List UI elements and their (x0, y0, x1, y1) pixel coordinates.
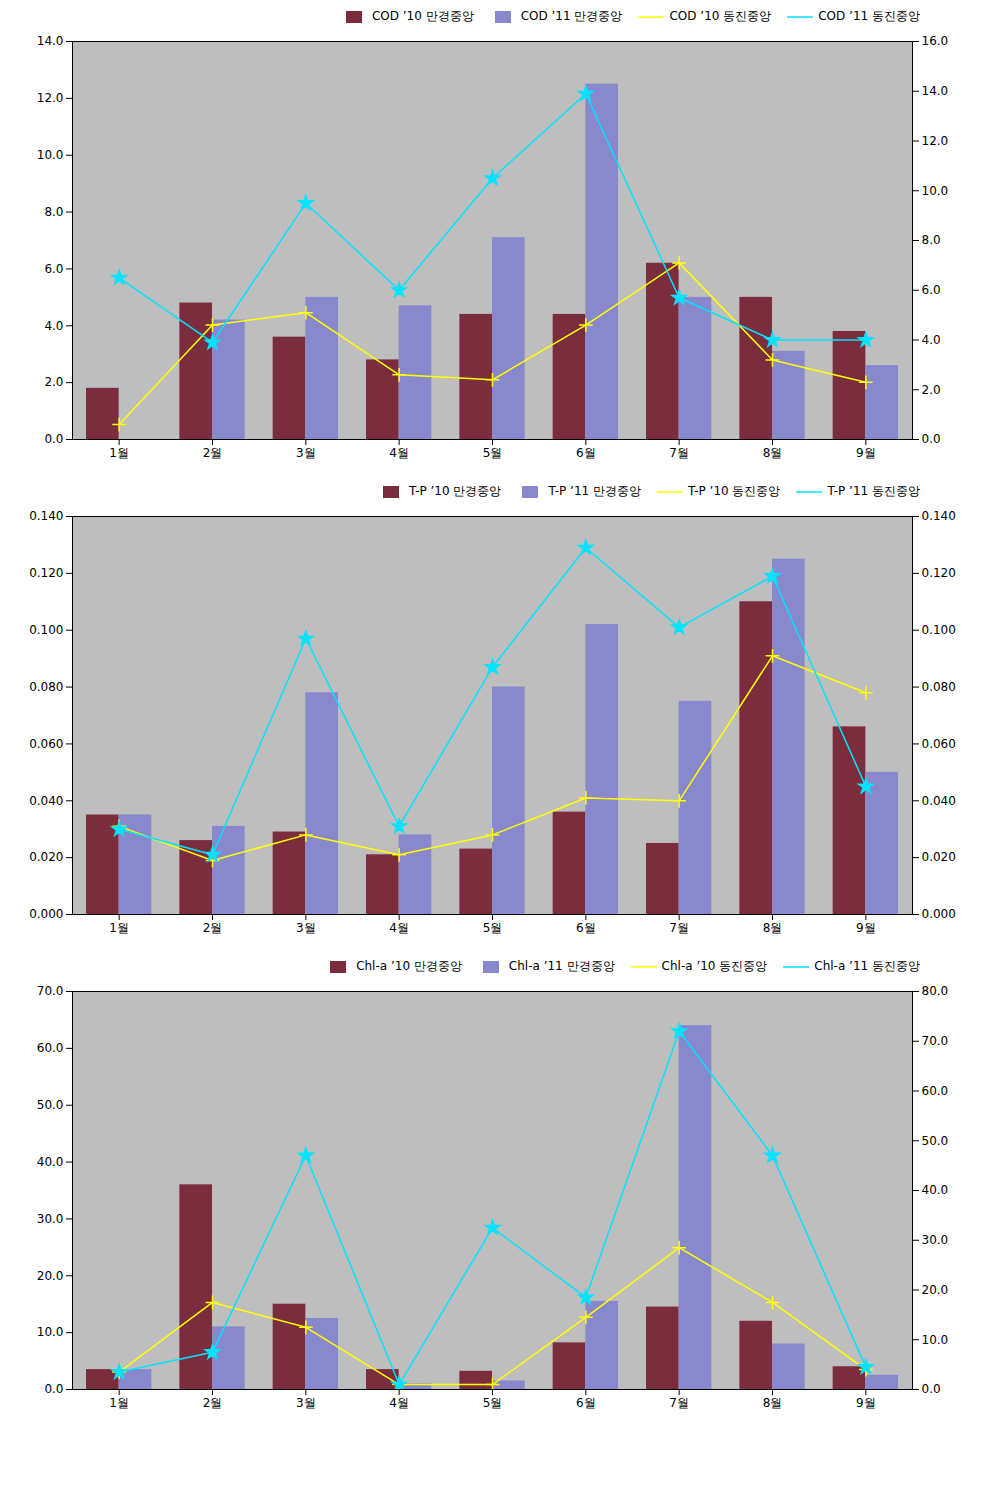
svg-text:0.040: 0.040 (29, 794, 63, 808)
svg-text:0.000: 0.000 (922, 907, 956, 921)
svg-text:70.0: 70.0 (922, 1034, 949, 1048)
svg-text:10.0: 10.0 (922, 184, 949, 198)
svg-text:7월: 7월 (669, 446, 689, 460)
svg-text:60.0: 60.0 (922, 1084, 949, 1098)
svg-text:70.0: 70.0 (37, 984, 64, 998)
html-text:COD ’11 만경중앙: COD ’11 만경중앙 (520, 9, 623, 23)
svg-text:30.0: 30.0 (922, 1233, 949, 1247)
svg-text:4월: 4월 (389, 446, 409, 460)
svg-text:2월: 2월 (203, 921, 223, 935)
svg-text:50.0: 50.0 (922, 1134, 949, 1148)
svg-text:2.0: 2.0 (44, 375, 63, 389)
svg-text:2월: 2월 (203, 1396, 223, 1410)
svg-text:2.0: 2.0 (922, 383, 941, 397)
svg-text:0.100: 0.100 (29, 623, 63, 637)
svg-text:30.0: 30.0 (37, 1212, 64, 1226)
svg-text:8.0: 8.0 (44, 205, 63, 219)
svg-text:0.120: 0.120 (922, 566, 956, 580)
svg-text:4.0: 4.0 (44, 319, 63, 333)
svg-text:3월: 3월 (296, 1396, 316, 1410)
svg-text:0.120: 0.120 (29, 566, 63, 580)
svg-text:4월: 4월 (389, 1396, 409, 1410)
svg-text:0.020: 0.020 (922, 850, 956, 864)
svg-text:9월: 9월 (856, 921, 876, 935)
html-text:T-P ’11 동진중앙: T-P ’11 동진중앙 (827, 484, 920, 498)
svg-text:10.0: 10.0 (922, 1333, 949, 1347)
html-text:Chl-a ’10 동진중앙: Chl-a ’10 동진중앙 (661, 959, 768, 973)
svg-text:4.0: 4.0 (922, 333, 941, 347)
html-text:Chl-a ’10 만경중앙: Chl-a ’10 만경중앙 (356, 959, 462, 973)
svg-text:8월: 8월 (763, 446, 783, 460)
svg-text:0.140: 0.140 (29, 509, 63, 523)
svg-text:0.060: 0.060 (29, 737, 63, 751)
svg-text:0.140: 0.140 (922, 509, 956, 523)
svg-text:1월: 1월 (109, 1396, 129, 1410)
svg-text:10.0: 10.0 (37, 1325, 64, 1339)
svg-text:0.020: 0.020 (29, 850, 63, 864)
html-text:COD ’11 동진중앙: COD ’11 동진중앙 (818, 9, 920, 23)
svg-text:0.060: 0.060 (922, 737, 956, 751)
svg-text:5월: 5월 (483, 1396, 503, 1410)
svg-text:40.0: 40.0 (37, 1155, 64, 1169)
svg-text:3월: 3월 (296, 446, 316, 460)
svg-text:8.0: 8.0 (922, 233, 941, 247)
svg-text:9월: 9월 (856, 1396, 876, 1410)
svg-text:0.0: 0.0 (922, 432, 941, 446)
svg-text:0.0: 0.0 (44, 1382, 63, 1396)
svg-text:6월: 6월 (576, 921, 596, 935)
svg-text:16.0: 16.0 (922, 34, 949, 48)
svg-text:8월: 8월 (763, 921, 783, 935)
svg-text:2월: 2월 (203, 446, 223, 460)
svg-text:40.0: 40.0 (922, 1183, 949, 1197)
html-text:T-P ’10 만경중앙: T-P ’10 만경중앙 (408, 484, 502, 498)
html-text:T-P ’11 만경중앙: T-P ’11 만경중앙 (548, 484, 641, 498)
svg-text:0.0: 0.0 (922, 1382, 941, 1396)
svg-text:6월: 6월 (576, 446, 596, 460)
svg-text:0.080: 0.080 (29, 680, 63, 694)
svg-text:1월: 1월 (109, 446, 129, 460)
svg-text:0.000: 0.000 (29, 907, 63, 921)
svg-text:5월: 5월 (483, 446, 503, 460)
svg-text:20.0: 20.0 (922, 1283, 949, 1297)
svg-text:10.0: 10.0 (37, 148, 64, 162)
svg-text:0.040: 0.040 (922, 794, 956, 808)
svg-text:9월: 9월 (856, 446, 876, 460)
html-text:Chl-a ’11 만경중앙: Chl-a ’11 만경중앙 (508, 959, 615, 973)
svg-text:20.0: 20.0 (37, 1269, 64, 1283)
html-text:COD ’10 만경중앙: COD ’10 만경중앙 (371, 9, 474, 23)
svg-text:14.0: 14.0 (922, 84, 949, 98)
svg-text:3월: 3월 (296, 921, 316, 935)
html-text:Chl-a ’11 동진중앙: Chl-a ’11 동진중앙 (814, 959, 920, 973)
svg-text:4월: 4월 (389, 921, 409, 935)
svg-text:50.0: 50.0 (37, 1098, 64, 1112)
svg-text:6.0: 6.0 (922, 283, 941, 297)
svg-text:14.0: 14.0 (37, 34, 64, 48)
svg-text:7월: 7월 (669, 921, 689, 935)
svg-text:7월: 7월 (669, 1396, 689, 1410)
html-text:T-P ’10 동진중앙: T-P ’10 동진중앙 (688, 484, 781, 498)
svg-text:0.100: 0.100 (922, 623, 956, 637)
svg-text:80.0: 80.0 (922, 984, 949, 998)
svg-text:0.080: 0.080 (922, 680, 956, 694)
svg-text:6월: 6월 (576, 1396, 596, 1410)
svg-text:12.0: 12.0 (37, 91, 64, 105)
html-text:COD ’10 동진중앙: COD ’10 동진중앙 (669, 9, 772, 23)
svg-text:0.0: 0.0 (44, 432, 63, 446)
svg-text:5월: 5월 (483, 921, 503, 935)
svg-text:6.0: 6.0 (44, 262, 63, 276)
svg-text:12.0: 12.0 (922, 134, 949, 148)
svg-text:1월: 1월 (109, 921, 129, 935)
svg-text:8월: 8월 (763, 1396, 783, 1410)
svg-text:60.0: 60.0 (37, 1041, 64, 1055)
